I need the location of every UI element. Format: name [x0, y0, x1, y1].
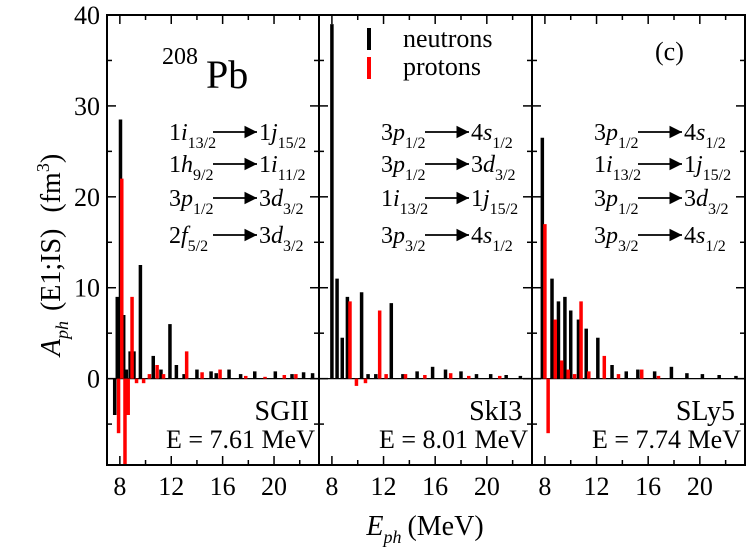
transition-from: 1i13/2: [169, 120, 216, 152]
y-tick-label: 10: [74, 274, 100, 303]
transition-to: 4s1/2: [471, 120, 513, 152]
legend: neutrons protons: [367, 24, 493, 81]
transition-to: 1j15/2: [259, 120, 306, 152]
transition-to: 3d3/2: [259, 223, 303, 255]
transition-from: 2f5/2: [169, 223, 208, 255]
transition-from: 3p1/2: [594, 120, 638, 152]
legend-label-protons: protons: [403, 52, 481, 81]
transition-to: 3d3/2: [259, 186, 303, 218]
y-axis-symbol: A: [36, 338, 67, 358]
energy-label: E = 7.74 MeV: [592, 425, 741, 454]
transition-1: 1i13/2 1j15/2: [169, 120, 306, 152]
model-label: SLy5: [676, 396, 735, 427]
transition-from: 1i13/2: [381, 186, 428, 218]
transition-2: 1i13/2 1j15/2: [594, 152, 731, 184]
model-label: SGII: [255, 396, 309, 427]
transition-from: 1h9/2: [169, 152, 213, 184]
nucleus-label: 208 Pb: [162, 44, 248, 97]
y-axis-unit-close: ): [36, 154, 67, 163]
transition-2: 1h9/2 1i11/2: [169, 152, 306, 184]
x-tick-label: 20: [474, 472, 500, 501]
transition-to: 4s1/2: [471, 223, 513, 255]
x-axis-symbol: E: [365, 511, 383, 542]
transition-from: 3p1/2: [381, 152, 425, 184]
energy-label: E = 7.61 MeV: [166, 425, 315, 454]
x-axis-symbol-sub: ph: [381, 527, 401, 547]
energy-label: E = 8.01 MeV: [379, 425, 528, 454]
y-axis-quantity: (E1;IS): [36, 229, 67, 311]
svg-text:Eph(MeV): Eph (MeV): [365, 511, 483, 547]
x-tick-label: 12: [584, 472, 610, 501]
nucleus-mass-number: 208: [162, 44, 198, 70]
transition-to: 1j15/2: [471, 186, 518, 218]
nucleus-symbol: Pb: [206, 52, 248, 97]
x-tick-label: 8: [113, 472, 126, 501]
legend-label-neutrons: neutrons: [403, 24, 493, 53]
x-axis-unit: (MeV): [407, 511, 483, 542]
transition-3: 1i13/2 1j15/2: [381, 186, 518, 218]
transition-to: 1i11/2: [259, 152, 306, 184]
transition-1: 3p1/2 4s1/2: [381, 120, 513, 152]
transition-4: 2f5/2 3d3/2: [169, 223, 303, 255]
y-axis-unit: (fm: [36, 172, 67, 213]
transition-2: 3p1/2 3d3/2: [381, 152, 515, 184]
transition-to: 4s1/2: [684, 120, 726, 152]
x-tick-label: 16: [635, 472, 661, 501]
y-tick-label: 30: [74, 92, 100, 121]
transition-from: 3p1/2: [381, 120, 425, 152]
y-tick-label: 0: [87, 365, 100, 394]
transition-1: 3p1/2 4s1/2: [594, 120, 726, 152]
x-tick-label: 12: [371, 472, 397, 501]
transition-to: 4s1/2: [684, 223, 726, 255]
y-axis-title: Aph (E1;IS) (fm3): [33, 154, 72, 358]
y-axis-symbol-sub: ph: [52, 321, 72, 341]
y-axis-unit-power: 3: [33, 163, 53, 172]
x-tick-label: 8: [538, 472, 551, 501]
transition-from: 3p3/2: [594, 223, 638, 255]
x-tick-label: 16: [422, 472, 448, 501]
transition-from: 3p1/2: [169, 186, 213, 218]
model-label: SkI3: [469, 396, 522, 427]
x-tick-label: 12: [158, 472, 184, 501]
transition-to: 3d3/2: [684, 186, 728, 218]
y-tick-label: 40: [74, 1, 100, 30]
transition-to: 3d3/2: [471, 152, 515, 184]
transition-from: 3p3/2: [381, 223, 425, 255]
x-tick-label: 8: [325, 472, 338, 501]
transition-to: 1j15/2: [684, 152, 731, 184]
x-tick-label: 16: [210, 472, 236, 501]
transition-3: 3p1/2 3d3/2: [169, 186, 303, 218]
panel-label: (c): [655, 37, 684, 66]
transition-3: 3p1/2 3d3/2: [594, 186, 728, 218]
svg-text:Aph(E1;IS)(fm3): Aph (E1;IS) (fm3): [33, 154, 72, 358]
transition-4: 3p3/2 4s1/2: [594, 223, 726, 255]
transition-from: 3p1/2: [594, 186, 638, 218]
transition-4: 3p3/2 4s1/2: [381, 223, 513, 255]
y-tick-label: 20: [74, 183, 100, 212]
x-axis-title: Eph (MeV): [365, 511, 483, 547]
x-tick-label: 20: [261, 472, 287, 501]
panel-frame: [531, 14, 746, 466]
x-tick-label: 20: [687, 472, 713, 501]
transition-from: 1i13/2: [594, 152, 641, 184]
